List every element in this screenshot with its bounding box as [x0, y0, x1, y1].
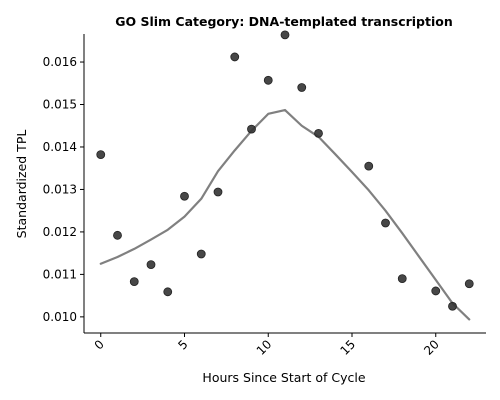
x-ticks: 0 5 10 15 20 — [92, 333, 442, 358]
data-point — [213, 187, 223, 197]
x-tick-label: 20 — [421, 337, 442, 358]
plot-area — [96, 30, 474, 321]
x-tick-label: 0 — [92, 337, 107, 352]
y-tick-label: 0.010 — [43, 310, 77, 324]
data-point — [263, 75, 273, 85]
chart-title: GO Slim Category: DNA-templated transcri… — [115, 14, 453, 29]
y-axis-label: Standardized TPL — [14, 130, 29, 239]
x-axis-label: Hours Since Start of Cycle — [202, 370, 365, 385]
data-point — [381, 218, 390, 228]
y-tick-label: 0.014 — [43, 140, 77, 154]
data-point — [448, 301, 457, 311]
data-point — [247, 124, 256, 134]
data-point — [230, 52, 240, 62]
y-ticks: 0.010 0.011 0.012 0.013 0.014 0.015 0.016 — [43, 55, 84, 324]
data-point — [180, 191, 189, 201]
y-tick-label: 0.013 — [43, 182, 77, 196]
y-tick-label: 0.016 — [43, 55, 77, 69]
data-point — [146, 260, 156, 270]
x-tick-label: 10 — [254, 337, 275, 358]
y-tick-label: 0.012 — [43, 225, 77, 239]
trend-line — [99, 108, 471, 321]
x-tick-label: 5 — [175, 337, 190, 352]
data-point — [280, 30, 290, 40]
y-tick-label: 0.015 — [43, 98, 77, 112]
x-tick-label: 15 — [337, 337, 358, 358]
data-point — [129, 277, 139, 287]
data-point — [297, 83, 307, 92]
data-point — [196, 249, 206, 259]
data-point — [314, 128, 323, 138]
data-point — [96, 150, 106, 160]
data-point — [397, 274, 407, 284]
data-point — [431, 286, 441, 296]
y-tick-label: 0.011 — [43, 267, 77, 281]
data-point — [464, 279, 474, 289]
data-point — [113, 230, 122, 240]
data-point — [364, 161, 374, 171]
data-point — [163, 287, 173, 297]
